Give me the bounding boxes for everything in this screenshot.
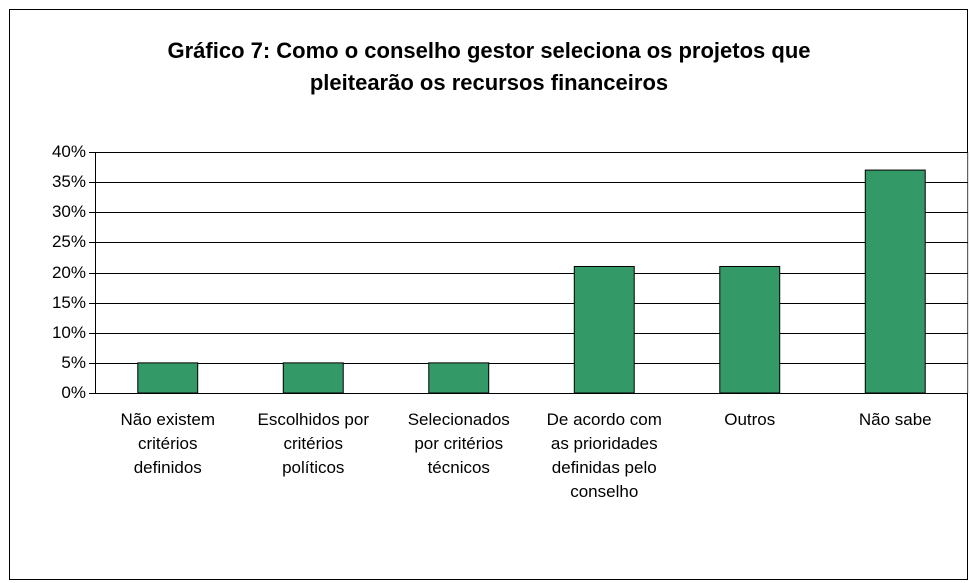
- bar: [864, 169, 926, 394]
- bar: [282, 362, 344, 394]
- bar: [137, 362, 199, 394]
- y-tick-label: 40%: [52, 142, 86, 161]
- x-tick-label: Não sabe: [858, 410, 932, 429]
- bar: [573, 265, 635, 394]
- y-tick-label: 15%: [52, 293, 86, 312]
- bar: [719, 265, 781, 394]
- x-tick-label: Outros: [724, 410, 776, 429]
- x-tick-label: Selecionados por critérios técnicos: [407, 410, 510, 477]
- y-tick-label: 0%: [61, 383, 86, 402]
- chart-title: pleitearão os recursos financeiros: [310, 70, 668, 95]
- y-tick-label: 30%: [52, 202, 86, 221]
- chart-title: Gráfico 7: Como o conselho gestor seleci…: [167, 38, 810, 63]
- x-tick-label: Escolhidos por critérios políticos: [257, 410, 369, 477]
- y-tick-label: 35%: [52, 172, 86, 191]
- x-tick-label: Não existem critérios definidos: [120, 410, 215, 477]
- x-tick-label: De acordo com as prioridades definidas p…: [546, 410, 662, 501]
- y-tick-label: 25%: [52, 232, 86, 251]
- chart-border: [9, 9, 968, 580]
- y-tick-label: 5%: [61, 353, 86, 372]
- y-tick-label: 10%: [52, 323, 86, 342]
- bar: [428, 362, 490, 394]
- y-tick-label: 20%: [52, 263, 86, 282]
